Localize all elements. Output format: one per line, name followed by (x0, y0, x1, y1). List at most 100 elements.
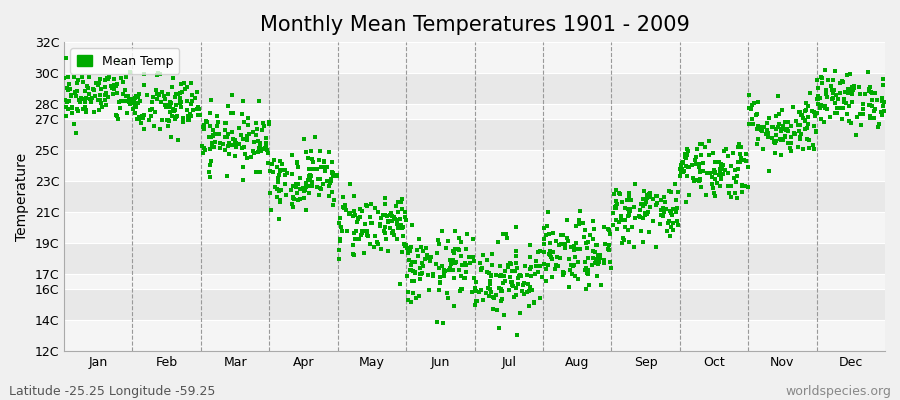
Point (713, 168, 727, 174)
Point (656, 194, 670, 200)
Point (278, 172, 293, 178)
Point (189, 106, 203, 112)
Point (298, 187, 312, 193)
Point (468, 302, 482, 308)
Point (327, 173, 341, 180)
Point (743, 105, 758, 112)
Point (507, 294, 521, 300)
Point (418, 244, 433, 251)
Point (814, 116, 828, 122)
Point (239, 136, 254, 143)
Point (398, 209, 412, 215)
Point (843, 71, 858, 77)
Point (412, 270, 427, 277)
Point (677, 168, 691, 174)
Point (167, 108, 182, 115)
Point (404, 262, 419, 268)
Point (195, 150, 210, 156)
Point (327, 197, 341, 203)
Point (505, 282, 519, 288)
Point (460, 230, 474, 237)
Point (578, 258, 592, 265)
Point (328, 172, 342, 178)
Point (272, 216, 286, 222)
Point (273, 197, 287, 203)
Point (340, 228, 355, 234)
Point (253, 142, 267, 148)
Point (556, 268, 571, 275)
Point (247, 138, 261, 145)
Point (561, 238, 575, 244)
Point (441, 295, 455, 302)
Point (147, 123, 161, 129)
Text: worldspecies.org: worldspecies.org (785, 385, 891, 398)
Point (469, 298, 483, 304)
Point (251, 138, 266, 144)
Point (868, 106, 882, 112)
Point (380, 213, 394, 220)
Point (180, 84, 194, 90)
Point (355, 229, 369, 236)
Point (378, 212, 392, 218)
Point (98, 102, 112, 108)
Point (757, 124, 771, 130)
Point (73, 99, 87, 106)
Point (107, 76, 122, 82)
Point (405, 259, 419, 265)
Point (226, 136, 240, 142)
Point (593, 252, 608, 258)
Point (208, 130, 222, 137)
Point (221, 143, 236, 150)
Point (391, 218, 405, 225)
Point (509, 260, 524, 266)
Point (621, 190, 635, 196)
Point (661, 220, 675, 227)
Point (274, 167, 289, 174)
Point (738, 158, 752, 164)
Point (707, 167, 722, 174)
Point (312, 176, 327, 182)
Point (686, 175, 700, 181)
Point (408, 269, 422, 276)
Point (514, 273, 528, 280)
Point (814, 74, 828, 80)
Point (663, 208, 678, 215)
Point (693, 176, 707, 182)
Point (705, 181, 719, 187)
Point (465, 289, 480, 295)
Point (852, 84, 867, 90)
Point (203, 146, 218, 152)
Point (484, 272, 499, 279)
Point (826, 95, 841, 101)
Point (826, 90, 841, 96)
Point (287, 196, 302, 202)
Point (664, 189, 679, 195)
Point (371, 241, 385, 248)
Point (98, 84, 112, 90)
Point (544, 256, 559, 262)
Point (618, 205, 633, 211)
Point (65, 104, 79, 110)
Point (236, 164, 250, 171)
Point (760, 127, 774, 133)
Point (156, 116, 170, 123)
Point (422, 255, 436, 261)
Point (679, 163, 693, 170)
Point (808, 110, 823, 116)
Point (771, 124, 786, 130)
Point (279, 170, 293, 176)
Point (832, 90, 847, 96)
Point (82, 74, 96, 80)
Point (490, 306, 504, 313)
Point (522, 288, 536, 294)
Point (842, 118, 856, 124)
Point (469, 279, 483, 286)
Point (628, 215, 643, 222)
Point (381, 218, 395, 225)
Point (401, 247, 416, 253)
Point (544, 248, 558, 254)
Point (733, 151, 747, 157)
Point (472, 289, 486, 295)
Point (77, 88, 92, 95)
Point (772, 135, 787, 142)
